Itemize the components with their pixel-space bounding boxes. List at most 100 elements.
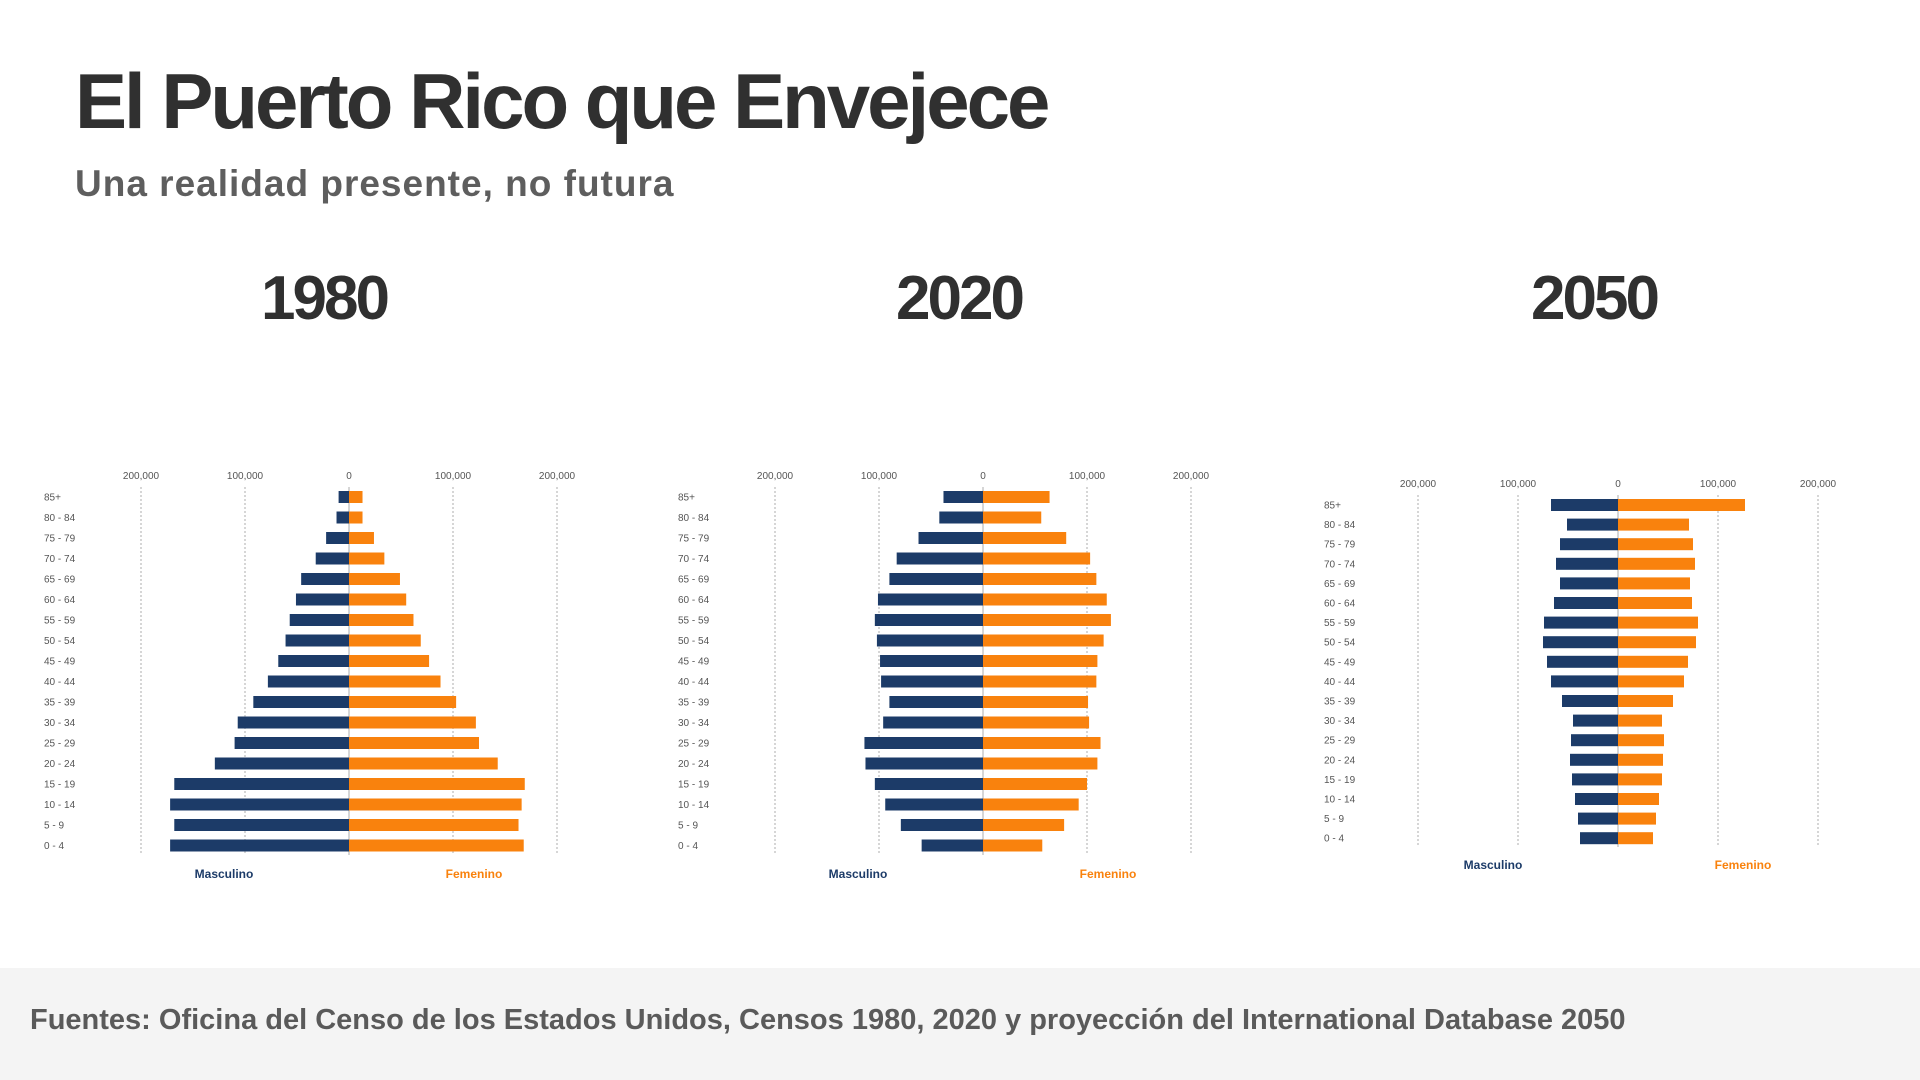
bar-masculino: [881, 675, 983, 688]
bar-masculino: [1551, 675, 1618, 688]
bar-masculino: [338, 491, 349, 503]
bar-masculino: [885, 798, 983, 811]
age-group-label: 55 - 59: [678, 616, 710, 627]
age-group-label: 85+: [1324, 501, 1341, 512]
age-group-label: 75 - 79: [678, 534, 710, 545]
bar-masculino: [864, 737, 983, 749]
bar-femenino: [983, 839, 1043, 852]
age-group-label: 70 - 74: [44, 554, 76, 565]
x-tick-label: 200,000: [1800, 479, 1837, 490]
bar-femenino: [349, 552, 385, 565]
age-group-label: 5 - 9: [1324, 814, 1344, 825]
bar-femenino: [1618, 597, 1692, 609]
age-group-label: 80 - 84: [678, 513, 710, 524]
bar-femenino: [983, 757, 1098, 770]
age-group-label: 45 - 49: [678, 657, 710, 668]
age-group-label: 85+: [678, 493, 695, 504]
population-pyramid-2020: 200,000 100,000 0 100,000 200,000 85+ 80 - 84 7…: [678, 471, 1210, 881]
bar-femenino: [1618, 753, 1663, 766]
bar-masculino: [1556, 557, 1618, 570]
age-group-label: 40 - 44: [44, 677, 76, 688]
bar-masculino: [1547, 655, 1618, 668]
age-group-label: 65 - 69: [678, 575, 710, 586]
x-tick-label: 100,000: [1069, 471, 1106, 482]
bar-masculino: [237, 716, 349, 729]
bar-femenino: [1618, 695, 1673, 707]
bar-femenino: [349, 573, 400, 585]
bar-femenino: [349, 593, 407, 606]
age-group-label: 60 - 64: [678, 595, 710, 606]
age-group-label: 40 - 44: [1324, 677, 1356, 688]
bar-femenino: [983, 634, 1104, 647]
bar-femenino: [349, 675, 441, 688]
age-group-label: 60 - 64: [1324, 599, 1356, 610]
bar-masculino: [1554, 597, 1618, 609]
legend-femenino: Femenino: [446, 867, 503, 881]
bar-femenino: [983, 778, 1087, 790]
bar-masculino: [1571, 734, 1618, 747]
age-group-label: 55 - 59: [1324, 618, 1356, 629]
age-group-label: 15 - 19: [678, 780, 710, 791]
bar-femenino: [1618, 518, 1689, 531]
bar-femenino: [349, 655, 430, 667]
age-group-label: 65 - 69: [44, 575, 76, 586]
bar-femenino: [983, 593, 1107, 606]
age-group-label: 20 - 24: [44, 759, 76, 770]
bar-masculino: [285, 634, 349, 647]
bar-femenino: [1618, 655, 1688, 668]
legend-masculino: Masculino: [829, 867, 888, 881]
age-group-label: 25 - 29: [678, 739, 710, 750]
bar-masculino: [1570, 753, 1618, 766]
age-group-label: 85+: [44, 493, 61, 504]
bar-femenino: [983, 696, 1089, 708]
x-tick-label: 100,000: [1700, 479, 1737, 490]
x-tick-label: 100,000: [1500, 479, 1537, 490]
bar-femenino: [983, 614, 1111, 626]
bar-femenino: [1618, 773, 1662, 786]
x-tick-label: 200,000: [1400, 479, 1437, 490]
bar-femenino: [983, 737, 1101, 749]
x-tick-label: 100,000: [435, 471, 472, 482]
age-group-label: 0 - 4: [1324, 834, 1344, 845]
bar-masculino: [253, 696, 349, 708]
bar-masculino: [1580, 832, 1618, 845]
bar-femenino: [1618, 538, 1693, 551]
age-group-label: 80 - 84: [44, 513, 76, 524]
legend-femenino: Femenino: [1715, 858, 1772, 872]
bar-masculino: [1551, 499, 1618, 511]
bar-femenino: [1618, 832, 1653, 845]
age-group-label: 30 - 34: [1324, 716, 1356, 727]
age-group-label: 75 - 79: [44, 534, 76, 545]
bar-femenino: [349, 737, 479, 749]
bar-masculino: [289, 614, 349, 626]
bar-femenino: [1618, 636, 1696, 649]
x-tick-label: 100,000: [227, 471, 264, 482]
bar-femenino: [1618, 734, 1664, 747]
year-title-2020: 2020: [896, 264, 1025, 333]
bar-femenino: [349, 716, 476, 729]
bar-masculino: [874, 778, 983, 790]
bar-femenino: [983, 819, 1065, 831]
x-tick-label: 200,000: [757, 471, 794, 482]
age-group-label: 30 - 34: [44, 718, 76, 729]
legend-masculino: Masculino: [195, 867, 254, 881]
age-group-label: 10 - 14: [1324, 795, 1356, 806]
bar-femenino: [349, 696, 457, 708]
bar-masculino: [1572, 773, 1618, 786]
bar-femenino: [1618, 812, 1656, 825]
year-title-1980: 1980: [261, 264, 390, 333]
age-group-label: 70 - 74: [678, 554, 710, 565]
bar-masculino: [295, 593, 349, 606]
bar-femenino: [349, 757, 498, 770]
population-pyramid-2050: 200,000 100,000 0 100,000 200,000 85+ 80 - 84 7…: [1324, 479, 1837, 872]
age-group-label: 25 - 29: [44, 739, 76, 750]
bar-femenino: [983, 675, 1097, 688]
bar-femenino: [349, 511, 363, 524]
bar-femenino: [1618, 714, 1662, 727]
bar-masculino: [889, 696, 983, 708]
bar-femenino: [983, 552, 1091, 565]
bar-masculino: [326, 532, 349, 544]
age-group-label: 20 - 24: [1324, 755, 1356, 766]
x-tick-label: 200,000: [539, 471, 576, 482]
age-group-label: 70 - 74: [1324, 559, 1356, 570]
